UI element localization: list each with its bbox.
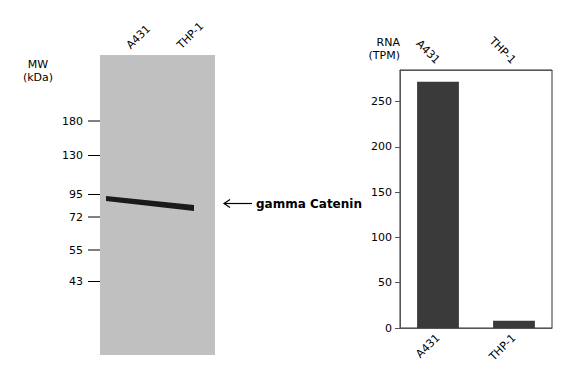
svg-text:43: 43 bbox=[69, 275, 83, 288]
svg-text:55: 55 bbox=[69, 244, 83, 257]
svg-text:150: 150 bbox=[371, 186, 392, 199]
svg-text:RNA: RNA bbox=[377, 36, 401, 49]
svg-text:THP-1: THP-1 bbox=[486, 34, 519, 67]
svg-text:(TPM): (TPM) bbox=[369, 49, 400, 62]
svg-text:200: 200 bbox=[371, 140, 392, 153]
svg-text:MW: MW bbox=[28, 58, 48, 71]
svg-text:gamma Catenin: gamma Catenin bbox=[256, 197, 362, 211]
svg-text:250: 250 bbox=[371, 95, 392, 108]
svg-text:130: 130 bbox=[62, 149, 83, 162]
svg-text:A431: A431 bbox=[124, 22, 153, 51]
svg-text:A431: A431 bbox=[413, 331, 442, 360]
svg-text:72: 72 bbox=[69, 211, 83, 224]
svg-text:0: 0 bbox=[385, 322, 392, 335]
svg-text:50: 50 bbox=[378, 276, 392, 289]
svg-text:THP-1: THP-1 bbox=[174, 20, 207, 53]
svg-text:100: 100 bbox=[371, 231, 392, 244]
svg-text:A431: A431 bbox=[413, 37, 442, 66]
svg-text:180: 180 bbox=[62, 115, 83, 128]
svg-text:95: 95 bbox=[69, 188, 83, 201]
svg-text:(kDa): (kDa) bbox=[23, 71, 53, 84]
svg-text:THP-1: THP-1 bbox=[486, 331, 519, 364]
